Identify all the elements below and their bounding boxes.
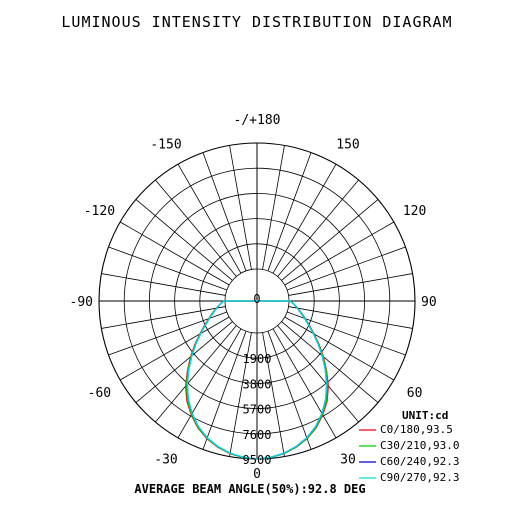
grid-spoke <box>272 328 337 439</box>
radial-label: 0 <box>253 292 260 306</box>
angle-label: -120 <box>84 204 115 219</box>
grid-spoke <box>135 199 233 281</box>
angle-label: 120 <box>403 204 426 219</box>
grid-spoke <box>281 199 379 281</box>
grid-spoke <box>119 221 230 286</box>
angle-label: -30 <box>154 453 177 468</box>
angle-label: -60 <box>88 386 111 401</box>
grid-spoke <box>288 273 413 296</box>
angle-label: 0 <box>253 467 261 482</box>
grid-spoke <box>267 152 312 272</box>
grid-spoke <box>177 163 242 274</box>
angle-label: 150 <box>336 137 359 152</box>
angle-labels: -/+180 -150 150 -120 120 -90 90 -60 60 -30 30 0 <box>70 113 437 482</box>
grid-spoke <box>286 311 406 356</box>
grid-spoke <box>284 316 395 381</box>
grid-spoke <box>262 332 285 457</box>
legend: UNIT:cd C0/180,93.5 C30/210,93.0 C60/240,9… <box>359 409 459 484</box>
radial-labels: 0 1900 3800 5700 7600 9500 <box>243 292 272 467</box>
grid-spoke <box>229 332 252 457</box>
grid-spoke <box>267 330 312 450</box>
grid-spoke <box>101 306 226 329</box>
grid-spoke <box>155 179 237 277</box>
polar-grid <box>98 142 416 460</box>
distribution-curves <box>185 300 329 460</box>
angle-label: -90 <box>70 295 93 310</box>
angle-label: 90 <box>421 295 437 310</box>
grid-spoke <box>135 321 233 403</box>
radial-label: 9500 <box>243 453 272 467</box>
angle-label: -150 <box>150 137 181 152</box>
legend-label: C0/180,93.5 <box>380 423 453 436</box>
angle-label: 30 <box>340 453 356 468</box>
grid-spoke <box>202 152 247 272</box>
chart-title: LUMINOUS INTENSITY DISTRIBUTION DIAGRAM <box>61 13 452 31</box>
grid-spoke <box>277 179 359 277</box>
series-curve-3 <box>186 300 328 460</box>
grid-spoke <box>177 328 242 439</box>
grid-spoke <box>284 221 395 286</box>
legend-label: C60/240,92.3 <box>380 455 459 468</box>
legend-label: C30/210,93.0 <box>380 439 459 452</box>
radial-label: 7600 <box>243 428 272 442</box>
grid-spoke <box>281 321 379 403</box>
grid-spoke <box>272 163 337 274</box>
grid-spoke <box>262 145 285 270</box>
legend-label: C90/270,92.3 <box>380 471 459 484</box>
grid-spoke <box>108 311 228 356</box>
grid-spoke <box>119 316 230 381</box>
grid-spoke <box>229 145 252 270</box>
beam-angle-text: AVERAGE BEAM ANGLE(50%):92.8 DEG <box>134 482 365 496</box>
angle-label: 60 <box>407 386 423 401</box>
grid-spoke <box>286 246 406 291</box>
grid-spoke <box>101 273 226 296</box>
unit-label: UNIT:cd <box>402 409 448 422</box>
angle-label: -/+180 <box>234 113 281 128</box>
grid-spoke <box>155 325 237 423</box>
grid-spoke <box>108 246 228 291</box>
radial-label: 3800 <box>243 377 272 391</box>
radial-label: 1900 <box>243 352 272 366</box>
grid-spoke <box>288 306 413 329</box>
grid-spoke <box>202 330 247 450</box>
grid-spoke <box>277 325 359 423</box>
radial-label: 5700 <box>243 403 272 417</box>
